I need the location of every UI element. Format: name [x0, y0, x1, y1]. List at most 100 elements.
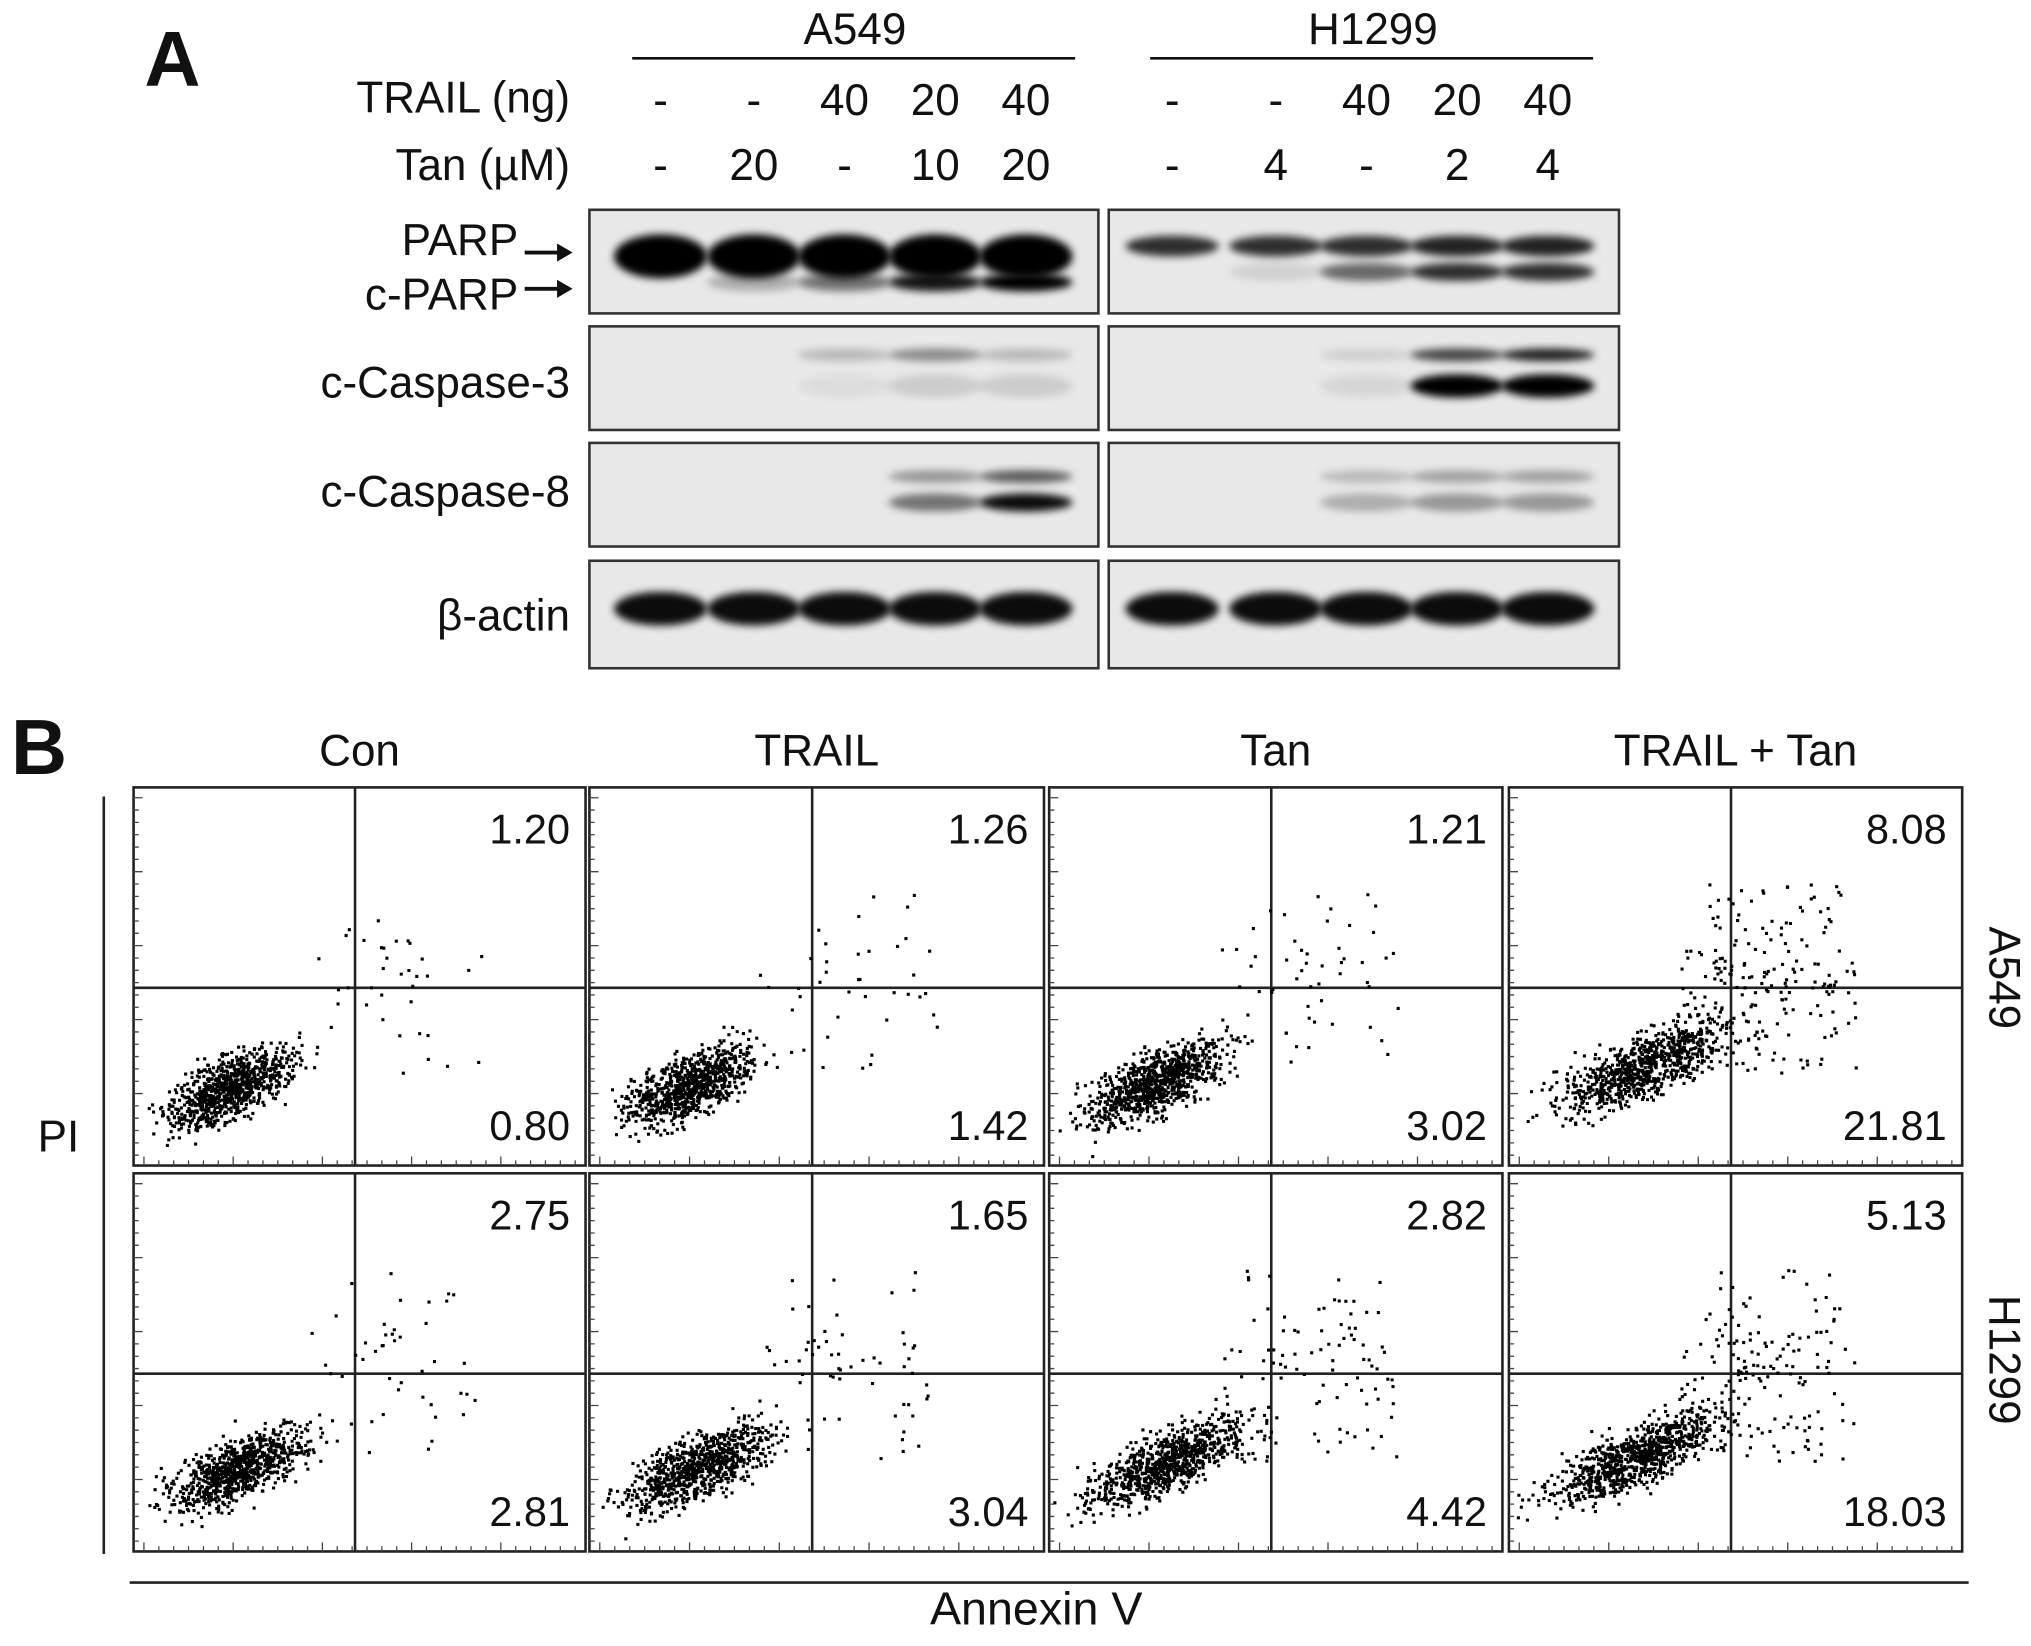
scatter-dots — [601, 1271, 930, 1541]
quadrant-value: 1.26 — [948, 806, 1029, 853]
blot-frame — [1107, 208, 1621, 315]
axis-ticks — [1508, 1183, 1953, 1552]
blot-band — [888, 470, 982, 484]
quadrant-value: 2.81 — [489, 1488, 570, 1535]
scatter-dots — [610, 893, 939, 1144]
blot-band — [979, 273, 1073, 292]
axis-ticks — [133, 797, 576, 1166]
quadrant-value: 2.75 — [489, 1192, 570, 1239]
plot-frame — [588, 1172, 1046, 1553]
column-title: Tan — [1240, 726, 1311, 775]
scatter-dots — [148, 1272, 477, 1529]
blot-band — [1319, 591, 1414, 626]
quadrant-value: 0.80 — [489, 1102, 570, 1149]
axis-ticks — [1049, 1183, 1493, 1552]
arrow-head — [557, 243, 573, 262]
blot-band — [888, 348, 982, 362]
blot-band — [1410, 493, 1504, 512]
blot-band — [1501, 591, 1595, 626]
blot-band — [979, 470, 1073, 484]
blot-band — [614, 591, 708, 626]
blot-band — [707, 591, 801, 626]
blot-band — [1229, 235, 1323, 257]
blot-band — [979, 348, 1073, 362]
blot-band — [1501, 262, 1595, 282]
blot-band — [979, 234, 1073, 279]
dose-label: 20 — [911, 76, 960, 125]
blot-band — [1229, 591, 1323, 626]
blot-band — [797, 273, 892, 292]
blot-band — [979, 591, 1073, 626]
blot-band — [1501, 348, 1595, 362]
dose-label: 4 — [1536, 141, 1560, 190]
dose-label: 40 — [820, 76, 869, 125]
blot-label: PARP — [402, 216, 519, 265]
blot-band — [1319, 262, 1414, 282]
blot-band — [707, 273, 801, 292]
quadrant-value: 3.04 — [948, 1488, 1029, 1535]
panel-label: A — [144, 16, 200, 102]
quadrant-value: 3.02 — [1406, 1102, 1487, 1149]
x-axis-label: Annexin V — [930, 1583, 1142, 1635]
axis-ticks — [589, 1183, 1035, 1552]
dose-label: - — [1165, 141, 1180, 190]
dose-label: 40 — [1523, 76, 1572, 125]
blot-band — [1410, 262, 1504, 282]
blot-label: c-PARP — [365, 270, 518, 319]
blot-band — [614, 234, 708, 279]
scatter-dots — [1516, 1269, 1857, 1522]
quadrant-value: 1.21 — [1406, 806, 1487, 853]
dose-label: - — [1359, 141, 1374, 190]
scatter-dots — [147, 919, 484, 1148]
column-title: Con — [319, 726, 400, 775]
blot-band — [1501, 374, 1595, 398]
blot-label: c-Caspase-3 — [320, 359, 570, 408]
blot-band — [1501, 470, 1595, 484]
dose-label: - — [1268, 76, 1283, 125]
blot-band — [1319, 374, 1414, 398]
dose-label: - — [653, 76, 668, 125]
blot-band — [797, 234, 892, 279]
dose-label: - — [837, 141, 852, 190]
treatment-label: TRAIL (ng) — [356, 74, 570, 123]
dose-label: 20 — [729, 141, 778, 190]
axis-ticks — [1049, 797, 1493, 1166]
blot-band — [1410, 348, 1504, 362]
blot-band — [1410, 470, 1504, 484]
blot-band — [979, 493, 1073, 512]
scatter-dots — [1526, 883, 1858, 1128]
quadrant-value: 18.03 — [1843, 1488, 1947, 1535]
blot-band — [979, 374, 1073, 398]
blot-band — [797, 591, 892, 626]
blot-band — [888, 273, 982, 292]
blot-band — [1229, 262, 1323, 282]
blot-band — [1319, 235, 1414, 257]
dose-label: 10 — [911, 141, 960, 190]
dose-label: - — [1165, 76, 1180, 125]
quadrant-value: 4.42 — [1406, 1488, 1487, 1535]
blot-band — [888, 234, 982, 279]
blot-label: c-Caspase-8 — [320, 467, 570, 516]
blot-band — [888, 493, 982, 512]
axis-ticks — [589, 797, 1035, 1166]
blot-band — [1319, 493, 1414, 512]
dose-label: 2 — [1445, 141, 1469, 190]
blot-band — [888, 374, 982, 398]
blot-band — [1125, 591, 1219, 626]
blot-band — [707, 234, 801, 279]
quadrant-value: 1.65 — [948, 1192, 1029, 1239]
scatter-dots — [1058, 893, 1400, 1159]
blot-band — [888, 591, 982, 626]
blot-band — [1410, 591, 1504, 626]
blot-label: β-actin — [437, 592, 570, 641]
quadrant-value: 21.81 — [1843, 1102, 1947, 1149]
blot-band — [797, 348, 892, 362]
blot-band — [1410, 374, 1504, 398]
row-title: A549 — [1979, 926, 2028, 1029]
dose-label: - — [653, 141, 668, 190]
dose-label: 20 — [1001, 141, 1050, 190]
blot-band — [797, 374, 892, 398]
column-title: TRAIL — [754, 726, 879, 775]
